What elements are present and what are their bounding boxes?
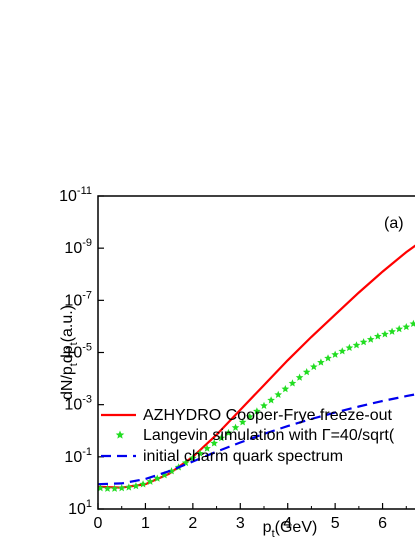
langevin-data-point: [302, 368, 311, 376]
langevin-data-point: [210, 439, 218, 447]
legend-marker-langevin: [115, 430, 125, 439]
langevin-data-point: [366, 335, 375, 343]
langevin-data-point: [160, 471, 169, 479]
langevin-data-point: [238, 418, 247, 426]
langevin-data-point: [288, 379, 297, 387]
langevin-data-point: [98, 484, 105, 492]
langevin-data-point: [281, 385, 290, 393]
y-axis-title: dN/ptdpt(a.u.): [59, 305, 80, 400]
y-tick-label: 10-1: [64, 446, 92, 466]
langevin-data-point: [374, 332, 382, 340]
y-tick-label: 10-9: [64, 237, 92, 257]
legend-label: Langevin simulation with Γ=40/sqrt(: [143, 427, 395, 444]
y-tick-label: 10-11: [59, 185, 92, 205]
langevin-data-point: [295, 373, 304, 381]
langevin-data-point: [253, 407, 261, 415]
langevin-data-point: [267, 396, 275, 404]
langevin-data-point: [231, 423, 240, 431]
langevin-data-point: [331, 350, 339, 358]
langevin-data-point: [352, 341, 361, 349]
langevin-data-point: [146, 477, 154, 485]
langevin-data-point: [125, 483, 133, 491]
legend-label: AZHYDRO Cooper-Frye freeze-out: [143, 407, 393, 424]
langevin-data-point: [217, 434, 226, 442]
langevin-data-point: [196, 449, 204, 457]
langevin-data-point: [132, 482, 140, 490]
langevin-data-point: [381, 330, 389, 338]
x-tick-label: 5: [331, 515, 340, 532]
langevin-data-point: [345, 343, 354, 352]
langevin-data-point: [317, 358, 325, 366]
x-axis-title: pt(GeV): [263, 519, 318, 537]
langevin-data-point: [103, 484, 112, 492]
langevin-data-point: [359, 338, 368, 346]
x-tick-label: 4: [283, 515, 292, 532]
langevin-data-point: [338, 347, 347, 355]
langevin-data-point: [153, 474, 162, 482]
langevin-data-point: [245, 412, 254, 420]
x-tick-label: 2: [188, 515, 197, 532]
langevin-data-point: [224, 428, 233, 437]
langevin-data-point: [274, 390, 283, 398]
langevin-data-point: [409, 319, 415, 328]
charm-initial-series-line: [98, 393, 415, 486]
x-tick-label: 1: [141, 515, 150, 532]
langevin-data-point: [310, 362, 318, 371]
langevin-data-point: [139, 480, 147, 488]
y-tick-label: 101: [68, 498, 92, 518]
x-tick-label: 6: [378, 515, 387, 532]
langevin-data-point: [117, 484, 126, 492]
langevin-data-point: [388, 327, 396, 335]
x-tick-label: 3: [236, 515, 245, 532]
langevin-data-point: [402, 322, 411, 331]
langevin-data-point: [260, 401, 268, 409]
langevin-data-point: [395, 325, 403, 333]
langevin-data-point: [324, 354, 332, 362]
langevin-data-point: [110, 484, 119, 492]
panel-label: (a): [384, 215, 404, 232]
langevin-data-point: [203, 444, 211, 452]
x-tick-label: 0: [94, 515, 103, 532]
legend-label: initial charm quark spectrum: [143, 448, 343, 465]
langevin-data-point: [167, 467, 176, 475]
